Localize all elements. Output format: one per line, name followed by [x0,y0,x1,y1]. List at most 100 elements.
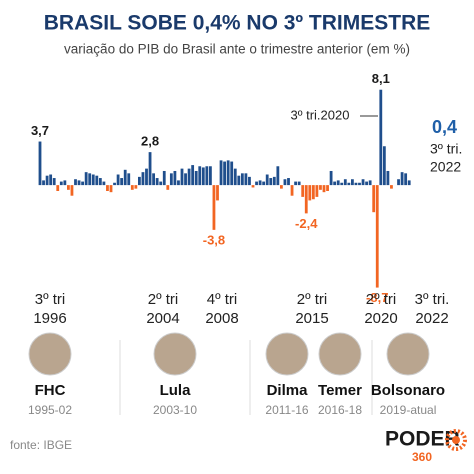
bar [237,175,241,186]
bar [361,179,365,186]
bar [77,180,81,186]
bar [322,185,326,193]
timeline-label: 2015 [295,310,328,327]
bar [42,180,45,186]
bar [209,166,212,186]
bar [248,176,251,186]
source: fonte: IBGE [10,438,72,452]
bar [201,167,205,186]
timeline-label: 3º tri [35,291,65,308]
president-photo [265,332,309,376]
bar [386,170,390,186]
president-term: 2011-16 [265,403,308,417]
bar [180,168,184,186]
chart-title: BRASIL SOBE 0,4% NO 3º TRIMESTRE [44,12,431,35]
bar [287,178,290,186]
bar [127,173,131,186]
bar [70,185,74,196]
president-term: 2019-atual [380,403,437,417]
subtitle: variação do PIB do Brasil ante o trimest… [64,42,410,57]
bar [404,173,408,186]
bar [340,182,344,186]
president-photo [318,332,362,376]
president-name: Bolsonaro [371,382,445,399]
bar [184,173,187,186]
bar [152,173,155,186]
bar [148,152,152,186]
bar [216,185,219,201]
bar [191,165,195,186]
bar [219,160,223,186]
data-label: 0,4 [432,117,457,137]
bar [106,185,109,191]
bar [244,173,248,186]
bar [258,180,262,186]
president-term: 1995-02 [28,403,72,417]
data-label: -2,4 [295,216,318,231]
bar [308,185,312,201]
bar [187,168,191,186]
timeline-label: 2008 [205,310,238,327]
bar [145,168,148,186]
bar [280,185,283,189]
logo [452,436,460,444]
annotation: 2022 [430,159,461,175]
timeline-label: 2004 [146,310,179,327]
president-name: Dilma [267,382,309,399]
bar [109,185,113,193]
bar [130,185,134,190]
bar [233,168,237,186]
bar [120,178,124,186]
timeline-label: 2022 [415,310,448,327]
bar [123,169,127,186]
bar [379,89,383,186]
bar [354,182,358,186]
bar [382,146,386,186]
brand: PODER [385,428,460,451]
timeline-label: 2º tri [297,291,327,308]
president-photo [153,332,197,376]
bar [56,185,60,191]
bar [88,173,92,186]
bar [134,185,138,189]
bar [390,185,393,189]
annotation: 3º tri.2020 [291,107,350,122]
bar [297,181,301,186]
bar [155,178,159,186]
timeline-label: 4º tri [207,291,237,308]
bar [198,166,202,186]
logo [445,429,467,451]
bar [269,178,273,186]
annotation: 3º tri. [430,141,462,157]
bar [272,176,276,186]
bar [173,170,177,186]
bar [276,166,280,186]
bar [49,174,53,186]
data-label: 8,1 [372,71,390,86]
bar [262,181,266,186]
bar [315,185,319,197]
president-term: 2003-10 [153,403,197,417]
bar [407,180,411,186]
bar [311,185,315,200]
bar [251,185,255,188]
president-photo [386,332,430,376]
president-name: Temer [318,382,362,399]
bar [45,175,49,186]
bar [63,180,67,186]
bar [91,174,95,186]
bar [347,182,351,186]
timeline-label: 1996 [33,310,66,327]
bar [38,141,42,186]
bar [84,172,88,186]
bar [212,185,216,230]
bar [372,185,376,213]
bar [265,174,269,186]
bar [368,180,372,186]
bar [177,180,180,186]
president-name: FHC [35,382,66,399]
bar [240,173,244,186]
bar [95,175,99,186]
bar [162,170,166,186]
